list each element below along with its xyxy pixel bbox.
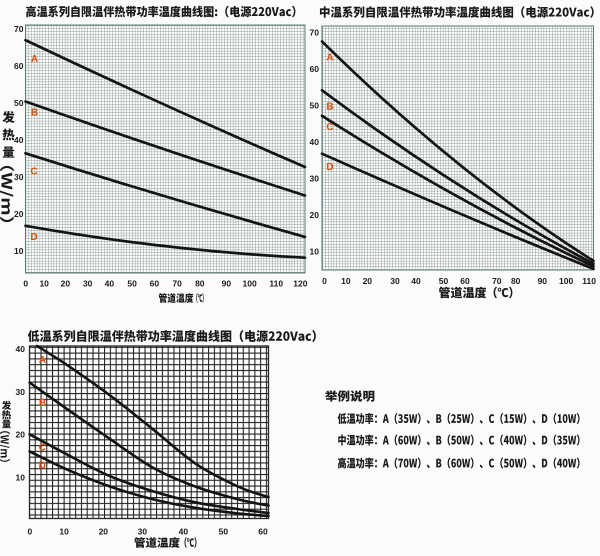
svg-text:40: 40 (310, 137, 320, 147)
svg-text:110: 110 (269, 279, 283, 289)
svg-text:0: 0 (28, 527, 33, 537)
svg-text:40: 40 (16, 344, 26, 354)
svg-text:A: A (31, 54, 38, 65)
svg-text:C: C (30, 167, 37, 178)
svg-text:70: 70 (310, 28, 320, 38)
svg-text:70: 70 (172, 279, 182, 289)
svg-text:C: C (39, 443, 46, 454)
svg-text:D: D (326, 162, 333, 173)
svg-text:0: 0 (23, 279, 28, 289)
svg-text:40: 40 (105, 279, 115, 289)
svg-text:80: 80 (511, 276, 521, 286)
svg-text:30: 30 (138, 527, 148, 537)
svg-text:40: 40 (411, 276, 421, 286)
svg-text:0: 0 (322, 276, 327, 286)
svg-text:60: 60 (460, 276, 470, 286)
svg-text:110: 110 (582, 276, 596, 286)
svg-text:B: B (31, 108, 38, 119)
svg-text:A: A (326, 53, 333, 64)
svg-text:100: 100 (559, 276, 573, 286)
svg-text:B: B (39, 398, 46, 409)
svg-text:10: 10 (16, 473, 26, 483)
svg-text:50: 50 (127, 279, 137, 289)
svg-text:20: 20 (363, 276, 373, 286)
svg-text:90: 90 (538, 276, 548, 286)
svg-text:20: 20 (99, 527, 109, 537)
svg-text:C: C (326, 122, 333, 133)
svg-text:50: 50 (219, 527, 229, 537)
svg-text:70: 70 (14, 24, 24, 34)
svg-text:60: 60 (150, 279, 160, 289)
svg-text:120: 120 (293, 279, 307, 289)
svg-text:60: 60 (310, 64, 320, 74)
svg-text:10: 10 (39, 279, 49, 289)
svg-text:60: 60 (258, 527, 268, 537)
svg-text:80: 80 (195, 279, 205, 289)
svg-text:B: B (326, 102, 333, 113)
svg-text:20: 20 (14, 209, 24, 219)
svg-text:20: 20 (310, 210, 320, 220)
svg-text:50: 50 (439, 276, 449, 286)
svg-text:10: 10 (59, 527, 69, 537)
svg-text:30: 30 (14, 172, 24, 182)
svg-text:30: 30 (83, 279, 93, 289)
svg-text:60: 60 (14, 61, 24, 71)
svg-text:40: 40 (14, 135, 24, 145)
svg-text:20: 20 (16, 430, 26, 440)
svg-text:100: 100 (243, 279, 257, 289)
svg-text:90: 90 (222, 279, 232, 289)
svg-text:10: 10 (310, 246, 320, 256)
svg-text:D: D (30, 232, 37, 243)
svg-text:A: A (39, 355, 46, 366)
svg-text:30: 30 (310, 174, 320, 184)
svg-text:30: 30 (16, 387, 26, 397)
svg-text:20: 20 (61, 279, 71, 289)
svg-text:10: 10 (341, 276, 351, 286)
svg-text:50: 50 (310, 101, 320, 111)
svg-text:30: 30 (390, 276, 400, 286)
svg-text:50: 50 (14, 98, 24, 108)
svg-text:D: D (39, 461, 46, 472)
svg-text:40: 40 (179, 527, 189, 537)
svg-text:10: 10 (14, 246, 24, 256)
svg-text:70: 70 (492, 276, 502, 286)
